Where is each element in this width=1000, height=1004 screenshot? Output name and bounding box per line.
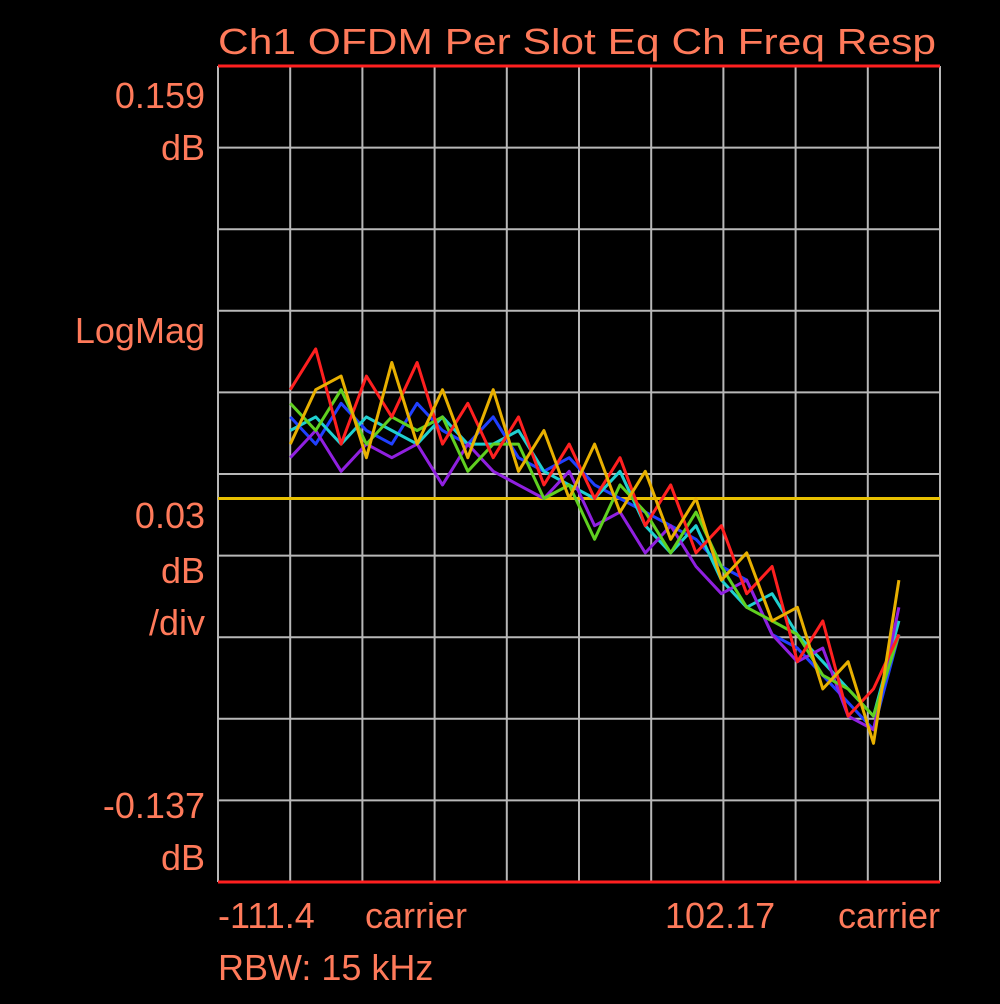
rbw-label: RBW: 15 kHz: [218, 947, 433, 988]
trace: [289, 347, 901, 718]
chart-title: Ch1 OFDM Per Slot Eq Ch Freq Resp: [218, 21, 936, 62]
x-unit: carrier: [365, 895, 467, 936]
y-top-label: 0.159: [115, 75, 205, 116]
x-end-label: 102.17: [665, 895, 775, 936]
trace: [288, 361, 901, 745]
y-unit: dB: [161, 837, 205, 878]
y-mode: LogMag: [75, 310, 205, 351]
y-unit: dB: [161, 127, 205, 168]
y-unit: dB: [161, 550, 205, 591]
x-start-label: -111.4: [218, 895, 315, 936]
trace: [289, 401, 901, 732]
x-unit: carrier: [838, 895, 940, 936]
y-bottom-label: -0.137: [103, 785, 205, 826]
per-div: /div: [149, 602, 205, 643]
scale-value: 0.03: [135, 495, 205, 536]
